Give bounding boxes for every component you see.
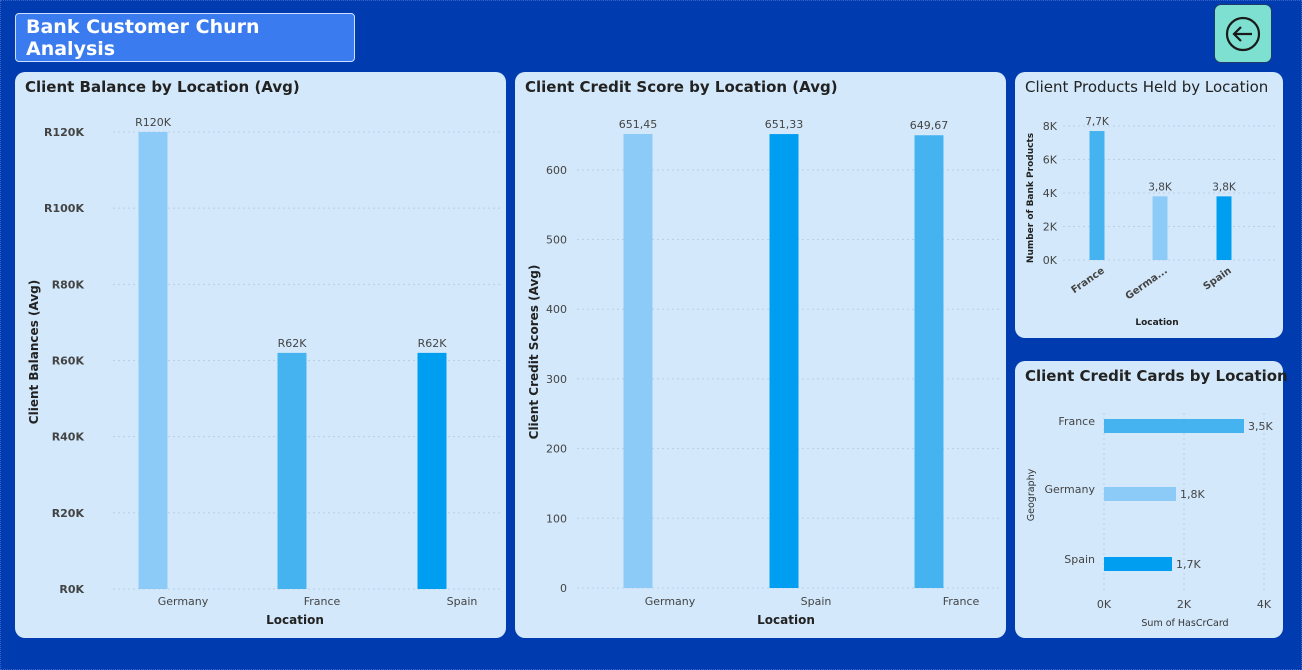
- x-axis-title: Location: [757, 613, 815, 627]
- bar: [277, 352, 307, 589]
- x-tick-label: Germa...: [1124, 265, 1170, 302]
- y-tick-label: R20K: [52, 507, 85, 520]
- credit-score-card[interactable]: Client Credit Score by Location (Avg) 0 1…: [515, 72, 1006, 638]
- y-tick-label: 200: [546, 443, 567, 456]
- data-label: 651,33: [765, 118, 804, 131]
- data-label: 649,67: [910, 119, 949, 132]
- data-label: 651,45: [619, 118, 658, 131]
- y-tick-label: Germany: [1044, 483, 1095, 496]
- arrow-left-circle-icon: [1225, 16, 1261, 51]
- y-tick-label: 400: [546, 303, 567, 316]
- credit-score-chart[interactable]: 0 100 200 300 400 500 600 651,45 Germany 651,33 Sp…: [515, 72, 1006, 638]
- x-tick-label: 2K: [1177, 598, 1192, 611]
- data-label: R120K: [135, 116, 172, 129]
- bar: [1104, 557, 1172, 571]
- bar: [769, 134, 799, 589]
- y-tick-label: 8K: [1043, 120, 1058, 133]
- x-axis-title: Location: [266, 613, 324, 627]
- bar: [417, 352, 447, 589]
- y-tick-label: 500: [546, 234, 567, 247]
- bar: [1104, 419, 1244, 433]
- x-tick-label: Germany: [158, 595, 209, 608]
- y-tick-label: R120K: [44, 126, 84, 139]
- data-label: 1,8K: [1180, 488, 1205, 501]
- x-axis-title: Sum of HasCrCard: [1141, 618, 1228, 629]
- data-label: R62K: [418, 337, 448, 350]
- x-tick-label: France: [1070, 265, 1107, 296]
- y-axis-title: Client Credit Scores (Avg): [527, 265, 541, 440]
- x-axis-title: Location: [1135, 318, 1178, 328]
- products-chart[interactable]: 0K 2K 4K 6K 8K 7,7K France 3,8K Germa... 3,8K Spai…: [1015, 72, 1283, 338]
- data-label: 3,8K: [1148, 181, 1173, 193]
- data-label: R62K: [278, 337, 308, 350]
- x-tick-label: Spain: [801, 595, 832, 608]
- y-tick-label: 6K: [1043, 154, 1058, 167]
- y-tick-label: 300: [546, 373, 567, 386]
- x-tick-label: France: [304, 595, 341, 608]
- y-tick-label: 2K: [1043, 221, 1058, 234]
- y-axis-title: Number of Bank Products: [1026, 133, 1036, 263]
- cards-chart-title: Client Credit Cards by Location: [1025, 367, 1288, 385]
- data-label: 3,8K: [1212, 181, 1237, 193]
- x-tick-label: France: [943, 595, 980, 608]
- balance-chart-title: Client Balance by Location (Avg): [25, 78, 300, 96]
- credit-cards-card[interactable]: Client Credit Cards by Location 0K 2K 4K 3,…: [1015, 361, 1288, 638]
- y-tick-label: R0K: [59, 583, 84, 596]
- y-tick-label: 600: [546, 164, 567, 177]
- y-tick-label: R80K: [52, 278, 85, 291]
- data-label: 1,7K: [1176, 558, 1201, 571]
- products-chart-title: Client Products Held by Location: [1025, 78, 1269, 96]
- x-tick-label: Spain: [447, 595, 478, 608]
- page-title: Bank Customer Churn Analysis: [15, 13, 355, 62]
- data-label: 7,7K: [1085, 116, 1110, 128]
- balance-card[interactable]: Client Balance by Location (Avg) R0K R20K…: [15, 72, 506, 638]
- back-button[interactable]: [1214, 4, 1272, 63]
- bar: [1216, 196, 1232, 260]
- data-label: 3,5K: [1248, 420, 1273, 433]
- bar: [914, 135, 944, 589]
- bar: [138, 132, 168, 589]
- y-tick-label: R100K: [44, 202, 84, 215]
- bar: [623, 134, 653, 588]
- x-tick-label: 0K: [1097, 598, 1112, 611]
- y-tick-label: 0K: [1043, 254, 1058, 267]
- y-tick-label: R60K: [52, 355, 85, 368]
- x-tick-label: Germany: [645, 595, 696, 608]
- y-tick-label: 4K: [1043, 187, 1058, 200]
- balance-chart[interactable]: R0K R20K R40K R60K R80K R100K R120K R120K German…: [15, 72, 506, 638]
- y-tick-label: Spain: [1064, 553, 1095, 566]
- x-tick-label: Spain: [1201, 265, 1233, 292]
- bar: [1089, 131, 1105, 260]
- credit-cards-chart[interactable]: 0K 2K 4K 3,5K France 1,8K Germany 1,7K Spain Sum …: [1015, 361, 1283, 638]
- y-tick-label: 0: [560, 582, 567, 595]
- credit-chart-title: Client Credit Score by Location (Avg): [525, 78, 838, 96]
- y-tick-label: 100: [546, 512, 567, 525]
- y-tick-label: R40K: [52, 431, 85, 444]
- y-axis-title: Client Balances (Avg): [27, 280, 41, 424]
- bar: [1104, 487, 1176, 501]
- bar: [1152, 196, 1168, 260]
- page-title-text: Bank Customer Churn Analysis: [26, 15, 260, 60]
- products-card[interactable]: Client Products Held by Location 0K 2K 4K 6…: [1015, 72, 1283, 338]
- y-axis-title: Geography: [1026, 468, 1037, 521]
- y-tick-label: France: [1058, 415, 1095, 428]
- x-tick-label: 4K: [1257, 598, 1272, 611]
